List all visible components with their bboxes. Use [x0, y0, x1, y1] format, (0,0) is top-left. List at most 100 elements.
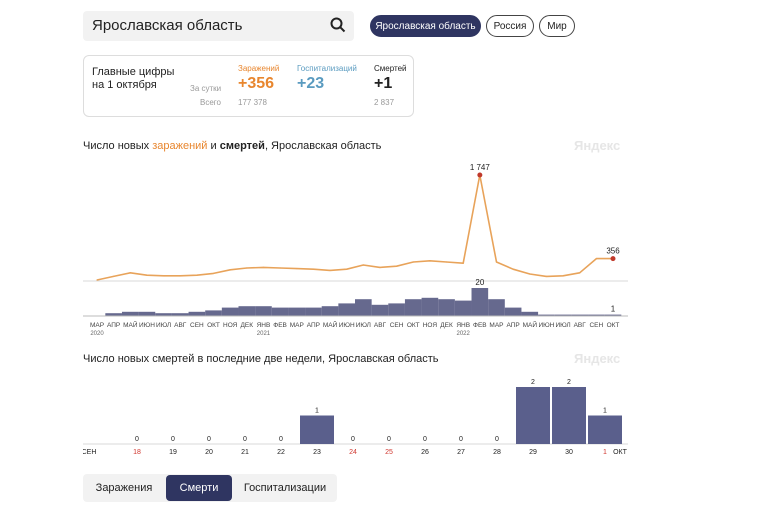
deaths-two-weeks-chart[interactable]: СЕН ОКТ0180190200210221230240250260270282…	[83, 370, 628, 460]
x-tick-label: ИЮН	[339, 322, 355, 329]
cases-point	[529, 273, 531, 275]
bar-value-label: 1	[315, 408, 319, 415]
x-tick-label: АПР	[506, 322, 519, 329]
chart1-title-suffix: , Ярославская область	[264, 140, 382, 152]
deaths-peak-label: 20	[475, 278, 484, 287]
x-tick-label: НОЯ	[223, 322, 238, 329]
cases-point	[229, 269, 231, 271]
cases-point	[379, 266, 381, 268]
cases-series-line	[96, 174, 613, 281]
death-bar	[552, 387, 586, 444]
tab-deaths[interactable]: Смерти	[166, 475, 232, 501]
cases-point	[279, 267, 281, 269]
metric-tabs: Заражения Смерти Госпитализации	[83, 474, 337, 502]
year-label: 2020	[90, 331, 104, 337]
cases-point	[562, 275, 564, 277]
chart1-title-and: и	[207, 140, 220, 152]
summary-title-line1: Главные цифры	[92, 66, 175, 78]
x-tick-label: ИЮЛ	[156, 322, 171, 329]
deaths-last-label: 1	[611, 305, 616, 314]
deaths-bar	[288, 307, 306, 316]
day-tick-label: 20	[205, 449, 213, 456]
x-tick-label: МАЙ	[323, 320, 338, 329]
tab-cases[interactable]: Заражения	[95, 482, 153, 494]
x-tick-label: МАЙ	[523, 320, 538, 329]
cases-daily: +356	[238, 75, 275, 92]
summary-title-line2: на 1 октября	[92, 79, 157, 91]
chart1-title-prefix: Число новых	[83, 140, 153, 152]
cases-point	[545, 275, 548, 277]
bar-value-label: 0	[171, 436, 175, 443]
deaths-bar	[221, 307, 239, 316]
deaths-bar	[138, 311, 156, 316]
x-tick-label: МАР	[489, 322, 503, 329]
region-search-input[interactable]: Ярославская область	[83, 11, 354, 41]
x-tick-label: ИЮЛ	[356, 322, 371, 329]
day-tick-label: 26	[421, 449, 429, 456]
deaths-daily: +1	[374, 75, 393, 92]
cases-point	[113, 275, 115, 277]
cases-point	[346, 268, 348, 270]
deaths-bar	[188, 311, 206, 316]
deaths-bar	[338, 303, 355, 316]
x-tick-label: ФЕВ	[473, 322, 487, 329]
deaths-bar	[404, 299, 422, 316]
x-tick-label: СЕН	[390, 322, 404, 329]
bar-value-label: 0	[135, 436, 139, 443]
deaths-bar	[521, 311, 539, 316]
x-tick-label: МАР	[290, 322, 304, 329]
summary-title: Главные цифры на 1 октября	[92, 66, 174, 92]
deaths-total: 2 837	[374, 98, 395, 107]
hosp-daily: +23	[297, 75, 325, 92]
day-tick-label: 21	[241, 449, 249, 456]
cases-point	[429, 260, 431, 262]
x-tick-label: ФЕВ	[273, 322, 287, 329]
tab-hospitalizations[interactable]: Госпитализации	[243, 482, 327, 494]
deaths-bar	[571, 314, 589, 316]
cases-point	[462, 262, 464, 264]
day-tick-label: 1	[603, 449, 607, 456]
cases-label: Заражений	[238, 64, 280, 73]
x-tick-label: МАР	[90, 322, 104, 329]
cases-peak-marker	[477, 172, 483, 178]
pill-world[interactable]: Мир	[539, 15, 575, 37]
x-tick-label: АВГ	[374, 322, 387, 329]
bar-value-label: 1	[603, 408, 607, 415]
deaths-bar	[105, 313, 122, 316]
cases-point	[495, 261, 498, 263]
deaths-bar	[554, 314, 572, 316]
cases-point	[312, 268, 314, 270]
chart1-title-deaths: смертей	[219, 140, 265, 152]
deaths-bar	[155, 313, 172, 316]
bar-value-label: 2	[567, 379, 571, 386]
pill-russia[interactable]: Россия	[486, 15, 534, 37]
bar-value-label: 0	[279, 436, 283, 443]
chart2-title: Число новых смертей в последние две неде…	[83, 353, 439, 365]
bar-value-label: 0	[387, 436, 391, 443]
x-tick-label: ИЮН	[139, 322, 155, 329]
deaths-bar	[371, 304, 389, 316]
bar-value-label: 0	[495, 436, 499, 443]
pill-yaroslavl-region[interactable]: Ярославская область	[370, 15, 481, 37]
month-label-left: СЕН	[83, 449, 96, 456]
deaths-bar	[355, 299, 372, 316]
day-tick-label: 29	[529, 449, 537, 456]
deaths-bar	[238, 306, 256, 316]
cases-point	[296, 267, 298, 270]
x-tick-label: СЕН	[190, 322, 204, 329]
day-tick-label: 30	[565, 449, 573, 456]
deaths-bar	[321, 306, 339, 316]
deaths-bar	[205, 310, 222, 316]
deaths-bar	[604, 314, 622, 316]
cases-point	[445, 261, 448, 263]
deaths-bar	[271, 307, 289, 316]
search-icon[interactable]	[330, 17, 346, 38]
x-tick-label: ДЕК	[440, 322, 453, 329]
yandex-watermark-1: Яндекс	[574, 138, 621, 153]
bar-value-label: 2	[531, 379, 535, 386]
bar-value-label: 0	[459, 436, 463, 443]
summary-card: Главные цифры на 1 октября За сутки Всег…	[83, 55, 414, 117]
death-bar	[588, 415, 622, 444]
search-value: Ярославская область	[92, 17, 243, 34]
